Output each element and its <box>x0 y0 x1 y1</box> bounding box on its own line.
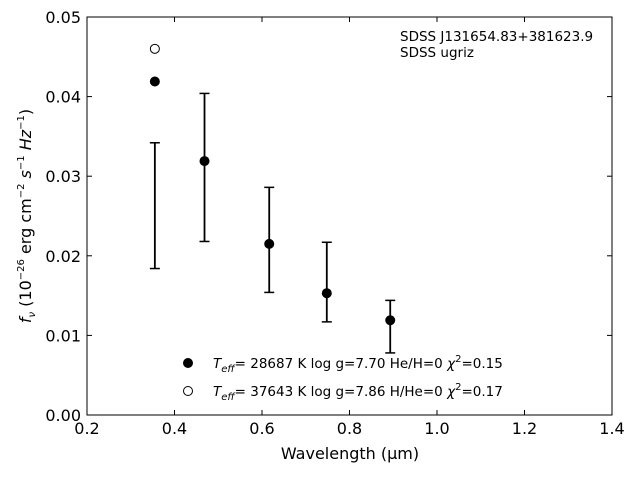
legend-entry-2: Teff= 37643 K log g=7.86 H/He=0 χ2=0.17 <box>213 382 503 403</box>
y-axis-label: fν (10−26 erg cm−2 s−1 Hz−1) <box>16 109 38 323</box>
y-tick-label: 0.00 <box>45 406 81 425</box>
legend-marker-filled <box>183 358 193 368</box>
legend-entry-1: Teff= 28687 K log g=7.70 He/H=0 χ2=0.15 <box>213 354 503 375</box>
filter-set-annotation: SDSS ugriz <box>400 45 474 61</box>
model-point-filled <box>264 238 275 249</box>
model-point-filled <box>321 288 332 299</box>
x-tick-label: 0.4 <box>162 419 187 438</box>
x-tick-label: 1.4 <box>599 419 624 438</box>
model-point-filled <box>149 76 160 87</box>
y-tick-label: 0.03 <box>45 167 81 186</box>
model-point-filled <box>199 156 210 167</box>
x-axis-label: Wavelength (µm) <box>281 444 419 463</box>
x-tick-label: 0.6 <box>249 419 274 438</box>
model-point-open <box>149 43 160 54</box>
y-tick-label: 0.02 <box>45 247 81 266</box>
x-tick-label: 1.0 <box>424 419 449 438</box>
y-tick-label: 0.01 <box>45 326 81 345</box>
legend-marker-open <box>183 386 193 396</box>
y-tick-label: 0.04 <box>45 88 81 107</box>
y-tick-label: 0.05 <box>45 8 81 27</box>
error-bars <box>149 92 396 354</box>
data-points <box>149 43 396 326</box>
legend: Teff= 28687 K log g=7.70 He/H=0 χ2=0.15 … <box>183 354 503 403</box>
object-name-annotation: SDSS J131654.83+381623.9 <box>400 29 593 45</box>
model-point-filled <box>385 315 396 326</box>
x-tick-label: 0.2 <box>74 419 99 438</box>
x-tick-label: 1.2 <box>512 419 537 438</box>
x-axis-ticks: 0.2 0.4 0.6 0.8 1.0 1.2 1.4 <box>74 17 625 438</box>
y-axis-ticks: 0.00 0.01 0.02 0.03 0.04 0.05 <box>45 8 612 425</box>
x-tick-label: 0.8 <box>337 419 362 438</box>
